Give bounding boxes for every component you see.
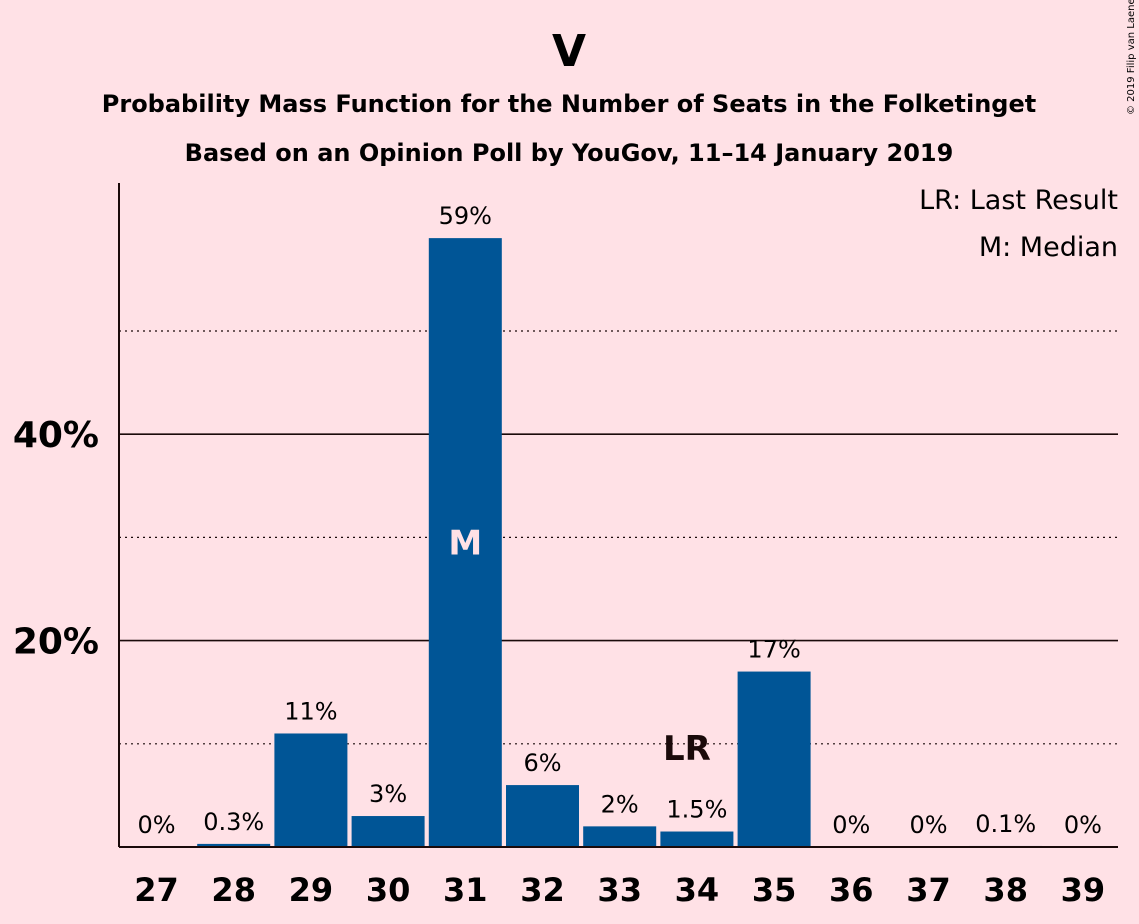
data-label-seat-35: 17% bbox=[747, 636, 800, 664]
copyright-note: © 2019 Filip van Laenen bbox=[1126, 0, 1137, 115]
data-label-seat-31: 59% bbox=[439, 202, 492, 230]
data-label-seat-37: 0% bbox=[909, 811, 947, 839]
data-label-seat-34: 1.5% bbox=[666, 796, 727, 824]
bar-seat-28 bbox=[197, 843, 271, 847]
x-tick-label: 32 bbox=[520, 871, 565, 909]
x-tick-label: 33 bbox=[597, 871, 642, 909]
data-label-seat-36: 0% bbox=[832, 811, 870, 839]
x-tick-label: 28 bbox=[211, 871, 256, 909]
median-marker: M bbox=[448, 524, 482, 564]
bar-seat-34 bbox=[660, 831, 734, 847]
x-tick-label: 37 bbox=[906, 871, 951, 909]
data-label-seat-30: 3% bbox=[369, 780, 407, 808]
y-axis: 20% 40% bbox=[13, 183, 120, 847]
bar-seat-29 bbox=[274, 733, 348, 847]
x-axis: 27 28 29 30 31 32 33 34 35 36 37 38 39 bbox=[119, 846, 1118, 909]
bar-seat-30 bbox=[351, 816, 425, 847]
data-label-seat-29: 11% bbox=[284, 697, 337, 725]
x-tick-label: 27 bbox=[134, 871, 179, 909]
grid-lines bbox=[119, 330, 1118, 745]
chart-title: V bbox=[552, 26, 586, 77]
x-tick-label: 39 bbox=[1061, 871, 1106, 909]
x-tick-label: 31 bbox=[443, 871, 488, 909]
legend-last-result: LR: Last Result bbox=[919, 185, 1118, 216]
data-labels-group: 0% 0.3% 11% 3% 59% M 6% 2% 1.5% LR 17% 0% 0% 0.1% 0% bbox=[137, 202, 1101, 839]
chart-subtitle-line1: Probability Mass Function for the Number… bbox=[102, 90, 1036, 118]
bar-seat-31 bbox=[428, 238, 502, 847]
bar-seat-35 bbox=[737, 671, 811, 847]
last-result-marker: LR bbox=[663, 729, 711, 769]
y-tick-label: 40% bbox=[13, 415, 99, 456]
x-tick-label: 29 bbox=[289, 871, 334, 909]
data-label-seat-33: 2% bbox=[601, 790, 639, 818]
chart-subtitle-line2: Based on an Opinion Poll by YouGov, 11–1… bbox=[185, 139, 954, 167]
data-label-seat-38: 0.1% bbox=[975, 810, 1036, 838]
bar-seat-32 bbox=[506, 785, 579, 847]
x-tick-label: 34 bbox=[675, 871, 720, 909]
legend-median: M: Median bbox=[979, 232, 1118, 263]
bar-seat-33 bbox=[583, 826, 657, 847]
bars-group bbox=[197, 238, 1043, 847]
x-tick-label: 38 bbox=[983, 871, 1028, 909]
data-label-seat-28: 0.3% bbox=[203, 808, 264, 836]
x-tick-label: 35 bbox=[752, 871, 797, 909]
y-tick-label: 20% bbox=[13, 622, 99, 663]
x-tick-label: 36 bbox=[829, 871, 874, 909]
data-label-seat-32: 6% bbox=[523, 749, 561, 777]
x-tick-label: 30 bbox=[366, 871, 411, 909]
data-label-seat-27: 0% bbox=[137, 811, 175, 839]
data-label-seat-39: 0% bbox=[1064, 811, 1102, 839]
